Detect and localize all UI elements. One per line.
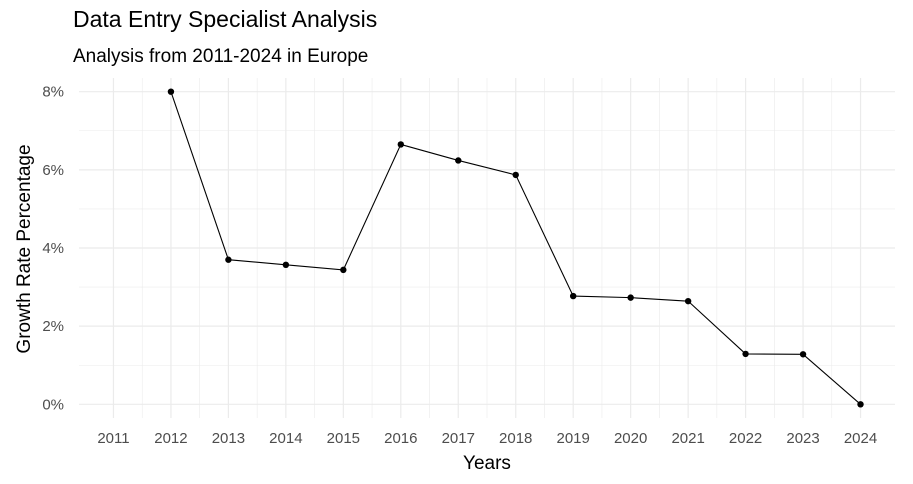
data-point (225, 256, 232, 263)
x-tick-label: 2011 (97, 430, 129, 447)
data-point (512, 171, 519, 179)
grid-lines (79, 78, 895, 418)
data-point (742, 350, 749, 358)
data-point (569, 292, 577, 300)
data-point (799, 351, 807, 358)
y-tick-label: 2% (42, 318, 64, 335)
data-point (282, 261, 290, 269)
chart-title: Data Entry Specialist Analysis (73, 6, 378, 32)
x-tick-label: 2023 (786, 430, 819, 447)
data-point (684, 297, 692, 305)
data-point (627, 294, 634, 301)
data-series (167, 88, 864, 408)
x-tick-label: 2024 (844, 430, 877, 447)
x-tick-label: 2015 (327, 430, 360, 447)
data-point (857, 401, 864, 408)
x-tick-label: 2014 (269, 430, 302, 447)
y-tick-label: 8% (42, 84, 64, 101)
x-tick-label: 2020 (614, 430, 647, 447)
x-axis-title: Years (463, 453, 511, 474)
x-axis-ticks: 2011 2012 2013 2014 2015 2016 2017 2018 2019 2020… (97, 430, 877, 447)
y-tick-label: 4% (42, 240, 64, 257)
x-tick-label: 2013 (212, 430, 245, 447)
y-axis-title: Growth Rate Percentage (14, 144, 35, 353)
y-tick-label: 0% (42, 396, 64, 413)
data-point (397, 141, 405, 148)
x-tick-label: 2012 (154, 430, 187, 447)
x-tick-label: 2021 (671, 430, 704, 447)
chart-subtitle: Analysis from 2011-2024 in Europe (73, 46, 369, 67)
x-tick-label: 2022 (729, 430, 762, 447)
y-axis-ticks: 0% 2% 4% 6% 8% (42, 84, 64, 414)
x-tick-label: 2019 (557, 430, 590, 447)
y-tick-label: 6% (42, 162, 64, 179)
x-tick-label: 2017 (442, 430, 475, 447)
x-tick-label: 2016 (384, 430, 417, 447)
data-point (455, 157, 462, 164)
data-point (167, 88, 175, 95)
data-point (340, 266, 347, 274)
x-tick-label: 2018 (499, 430, 532, 447)
